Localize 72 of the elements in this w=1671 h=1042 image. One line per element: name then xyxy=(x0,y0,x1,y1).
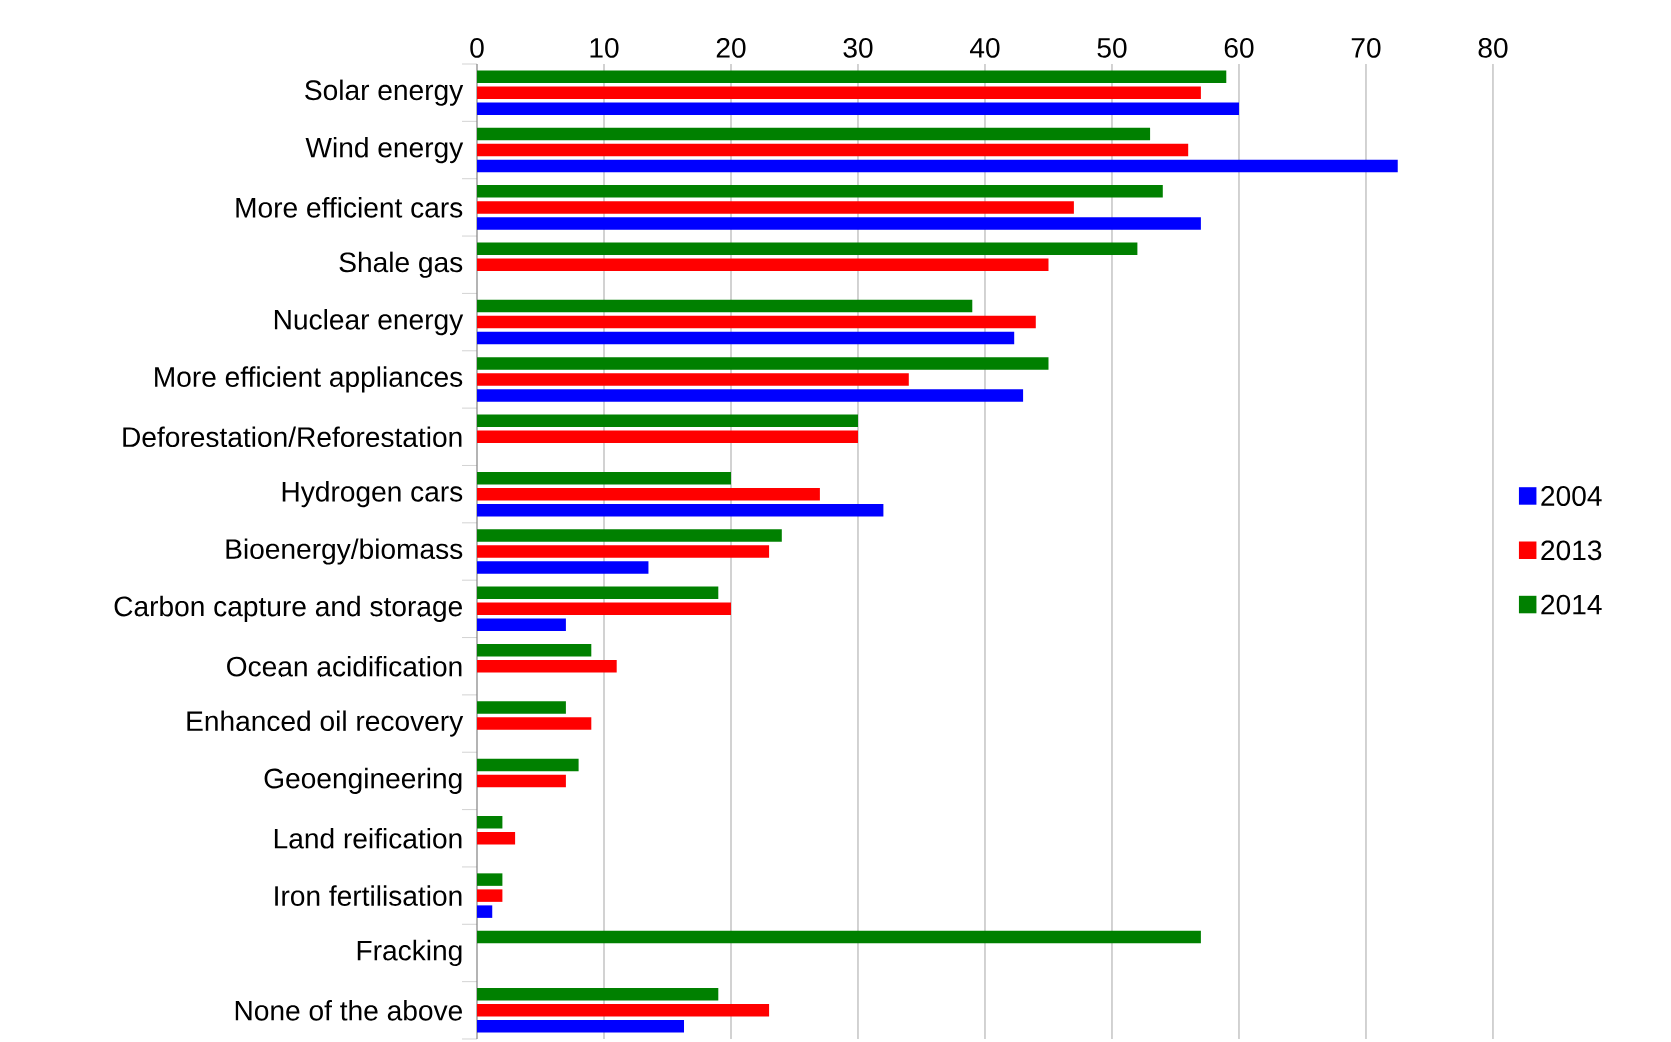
bar xyxy=(477,414,858,428)
bar xyxy=(477,1020,685,1033)
bar xyxy=(477,988,719,1001)
bar xyxy=(477,331,1015,345)
y-tick-label: Fracking xyxy=(357,939,462,967)
bar xyxy=(477,201,1074,214)
bar xyxy=(477,86,1201,99)
bar xyxy=(477,774,566,788)
bar xyxy=(477,258,1049,271)
bar xyxy=(477,529,782,542)
bar xyxy=(477,905,493,918)
bar xyxy=(477,102,1239,115)
legend-label: 2014 xyxy=(1541,594,1602,615)
y-tick-label: Shale gas xyxy=(339,251,463,278)
x-tick-label: 40 xyxy=(969,37,1000,58)
bar xyxy=(477,315,1036,329)
bar xyxy=(477,159,1398,173)
bar xyxy=(477,357,1049,370)
y-tick-label: Deforestation/Reforestation xyxy=(123,426,462,448)
y-tick-label: Geoengineering xyxy=(264,767,462,795)
y-tick-label: Wind energy xyxy=(305,136,464,164)
bar xyxy=(477,487,820,501)
bar xyxy=(477,471,731,485)
bar xyxy=(477,643,592,657)
y-tick-label: Ocean acidification xyxy=(227,655,462,677)
legend-label: 2013 xyxy=(1541,540,1602,561)
bar xyxy=(477,832,516,845)
x-tick-label: 60 xyxy=(1224,37,1254,58)
bar xyxy=(477,389,1024,402)
bar xyxy=(477,816,503,829)
y-tick-label: More efficient appliances xyxy=(155,366,463,393)
bar xyxy=(477,659,617,673)
y-tick-label: Bioenergy/biomass xyxy=(226,538,463,565)
bar xyxy=(477,70,1227,83)
x-tick-label: 70 xyxy=(1351,37,1381,58)
y-tick-label: Solar energy xyxy=(305,79,464,106)
y-tick-label: Nuclear energy xyxy=(274,308,464,336)
bar xyxy=(477,545,770,558)
bar xyxy=(477,586,719,600)
y-tick-label: None of the above xyxy=(235,1000,462,1021)
x-tick-label: 20 xyxy=(716,37,746,58)
y-tick-label: Enhanced oil recovery xyxy=(187,710,464,737)
bar xyxy=(477,717,592,730)
bar xyxy=(477,930,1201,944)
x-tick-label: 80 xyxy=(1478,37,1508,58)
y-tick-label: Hydrogen cars xyxy=(282,481,463,508)
bar xyxy=(477,430,858,444)
bar xyxy=(477,873,503,886)
bar xyxy=(477,143,1189,157)
bar xyxy=(477,503,884,517)
bar xyxy=(477,217,1201,230)
bar xyxy=(477,602,731,616)
bar xyxy=(477,242,1138,255)
x-tick-label: 30 xyxy=(843,37,873,58)
bar xyxy=(477,127,1151,141)
bar xyxy=(477,561,649,574)
legend-label: 2004 xyxy=(1541,486,1602,506)
y-tick-label: Carbon capture and storage xyxy=(114,595,462,622)
bar xyxy=(477,185,1163,198)
bar xyxy=(477,758,579,772)
y-tick-label: More efficient cars xyxy=(236,197,463,218)
bar xyxy=(477,1004,770,1017)
y-tick-label: Land reification xyxy=(274,827,462,849)
bar xyxy=(477,618,566,632)
x-tick-label: 10 xyxy=(590,37,619,58)
bar xyxy=(477,701,566,714)
y-tick-label: Iron fertilisation xyxy=(275,885,462,906)
x-tick-label: 0 xyxy=(470,37,484,58)
bar xyxy=(477,889,503,902)
bar xyxy=(477,373,909,386)
bar xyxy=(477,299,973,313)
x-tick-label: 50 xyxy=(1097,37,1127,58)
